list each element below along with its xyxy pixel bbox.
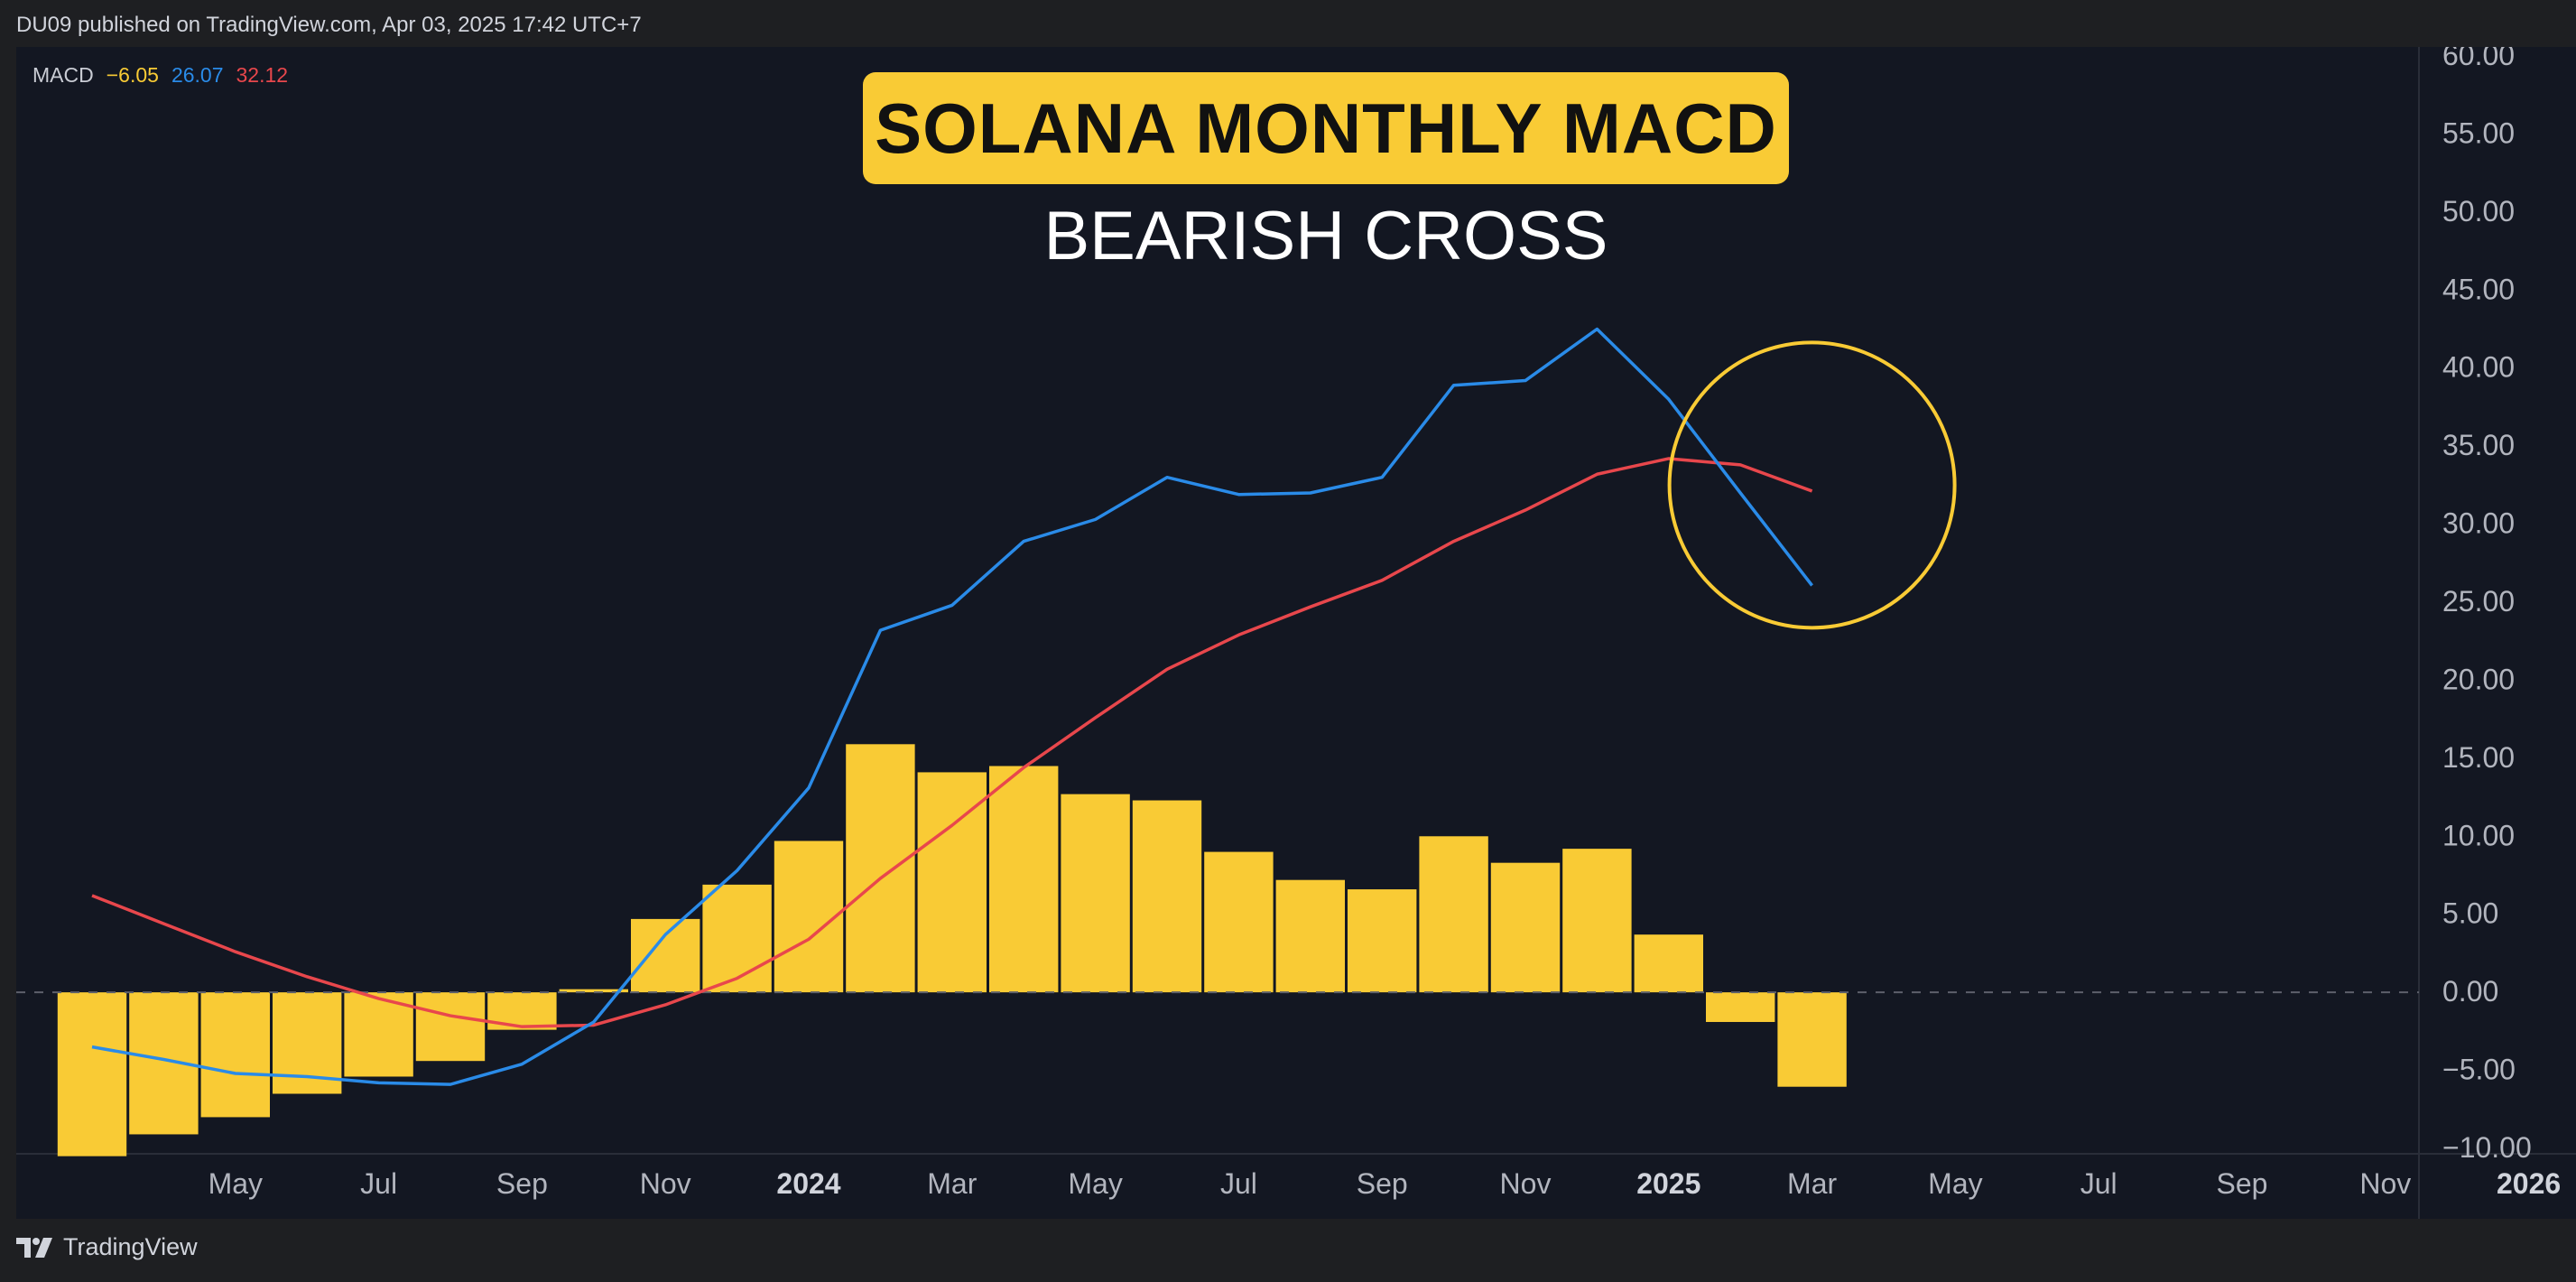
x-tick-label: Nov — [640, 1167, 691, 1200]
x-tick-label: 2026 — [2497, 1167, 2561, 1200]
histogram-bar — [200, 992, 270, 1118]
x-tick-label: Sep — [496, 1167, 548, 1200]
x-tick-label: 2024 — [776, 1167, 840, 1200]
time-axis[interactable]: May Jul Sep Nov 2024 Mar May Jul Sep Nov 2025 Mar Ma… — [208, 1167, 2562, 1200]
y-tick-label: 30.00 — [2442, 507, 2515, 540]
y-tick-label: 55.00 — [2442, 116, 2515, 149]
header-bar — [0, 0, 2576, 47]
y-tick-label: 15.00 — [2442, 741, 2515, 774]
x-tick-label: Mar — [927, 1167, 977, 1200]
histogram-bar — [1061, 794, 1130, 993]
histogram-bar — [559, 989, 628, 993]
chart-title: SOLANA MONTHLY MACD — [863, 72, 1789, 184]
macd-chart[interactable]: 60.00 55.00 50.00 45.00 40.00 35.00 30.00 25.00… — [0, 47, 2576, 1219]
x-tick-label: Mar — [1787, 1167, 1837, 1200]
macd-line — [91, 327, 1813, 1086]
x-tick-label: Jul — [360, 1167, 397, 1200]
price-axis[interactable]: 60.00 55.00 50.00 45.00 40.00 35.00 30.00 25.00… — [2442, 47, 2532, 1164]
histogram-bar — [415, 992, 486, 1062]
histogram-bar — [774, 841, 844, 993]
histogram-bar — [1562, 849, 1632, 993]
price-axis-background — [2419, 47, 2576, 1219]
y-tick-label: 10.00 — [2442, 819, 2515, 851]
y-tick-label: −5.00 — [2442, 1054, 2516, 1086]
annotation-circle — [1667, 340, 1957, 630]
histogram-bar — [1777, 992, 1847, 1087]
y-tick-label: 20.00 — [2442, 663, 2515, 695]
histogram-bar — [989, 766, 1059, 993]
histogram-bar — [846, 744, 915, 993]
x-tick-label: Sep — [1357, 1167, 1408, 1200]
histogram-bar — [1275, 879, 1345, 993]
x-tick-label: May — [1068, 1167, 1122, 1200]
published-info: DU09 published on TradingView.com, Apr 0… — [16, 13, 642, 37]
histogram-bar — [1419, 836, 1488, 993]
x-tick-label: 2025 — [1636, 1167, 1700, 1200]
histogram-bar — [1490, 862, 1561, 993]
y-tick-label: 60.00 — [2442, 47, 2515, 71]
histogram-bar — [1132, 800, 1202, 993]
y-tick-label: 45.00 — [2442, 273, 2515, 305]
histogram-bar — [1634, 934, 1703, 993]
tradingview-logo-icon — [16, 1236, 54, 1259]
chart-subtitle: BEARISH CROSS — [1043, 198, 1608, 274]
y-tick-label: 40.00 — [2442, 351, 2515, 384]
y-tick-label: 25.00 — [2442, 585, 2515, 618]
histogram-bar — [702, 884, 772, 993]
brand-name: TradingView — [63, 1233, 198, 1260]
histogram-bar — [57, 992, 127, 1157]
y-tick-label: 5.00 — [2442, 897, 2498, 930]
x-tick-label: Jul — [1220, 1167, 1257, 1200]
y-tick-label: 50.00 — [2442, 195, 2515, 228]
x-tick-label: May — [1928, 1167, 1982, 1200]
histogram-bar — [1204, 851, 1274, 993]
legend-histogram-value: −6.05 — [106, 63, 159, 87]
legend-signal-value: 32.12 — [236, 63, 289, 87]
histogram-bar — [344, 992, 413, 1077]
x-tick-label: Nov — [2359, 1167, 2411, 1200]
annotations — [1667, 340, 1957, 630]
x-tick-label: Jul — [2080, 1167, 2117, 1200]
brand[interactable]: TradingView — [16, 1233, 198, 1261]
indicator-legend[interactable]: MACD −6.05 26.07 32.12 — [32, 63, 288, 88]
x-tick-label: Sep — [2217, 1167, 2268, 1200]
x-tick-label: May — [208, 1167, 263, 1200]
signal-line — [91, 457, 1813, 1028]
y-tick-label: −10.00 — [2442, 1131, 2532, 1164]
legend-macd-value: 26.07 — [171, 63, 224, 87]
histogram-bar — [1706, 992, 1775, 1022]
histogram-bars — [57, 744, 1847, 1157]
histogram-bar — [1348, 889, 1417, 993]
histogram-bar — [631, 918, 700, 993]
x-tick-label: Nov — [1500, 1167, 1552, 1200]
footer-bar — [0, 1219, 2576, 1282]
y-tick-label: 35.00 — [2442, 429, 2515, 461]
histogram-bar — [917, 772, 987, 993]
macd-lines — [91, 327, 1813, 1086]
legend-label: MACD — [32, 63, 94, 87]
y-tick-label: 0.00 — [2442, 975, 2498, 1008]
